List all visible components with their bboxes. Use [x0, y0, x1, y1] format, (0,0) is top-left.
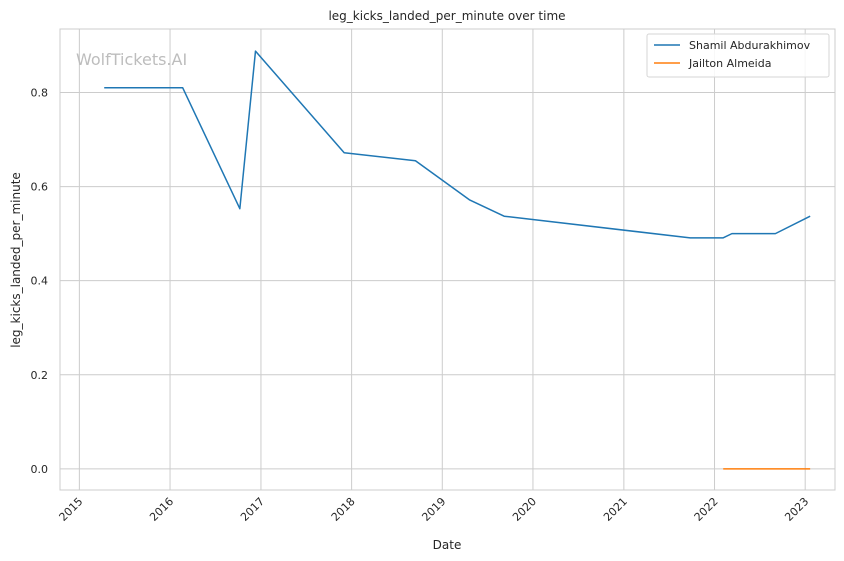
watermark-text: WolfTickets.AI	[76, 50, 187, 69]
x-tick-labels: 2015 2016 2017 2018 2019 2020 2021 2022 2023	[57, 495, 812, 524]
y-tick-labels: 0.0 0.2 0.4 0.6 0.8	[31, 87, 49, 476]
legend-label-2: Jailton Almeida	[688, 57, 771, 70]
chart-title: leg_kicks_landed_per_minute over time	[328, 9, 565, 23]
x-tick-label: 2019	[419, 495, 448, 524]
x-tick-label: 2020	[510, 495, 539, 524]
x-tick-label: 2015	[57, 495, 86, 524]
plot-area	[59, 28, 836, 491]
series-lines	[104, 50, 811, 470]
y-tick-label: 0.0	[31, 463, 49, 476]
x-tick-label: 2016	[147, 495, 176, 524]
legend: Shamil Abdurakhimov Jailton Almeida	[646, 33, 830, 78]
series-line-1	[104, 50, 811, 239]
x-axis-title: Date	[433, 538, 462, 552]
y-axis-title: leg_kicks_landed_per_minute	[9, 172, 23, 348]
x-tick-label: 2023	[782, 495, 811, 524]
legend-box	[646, 33, 830, 78]
y-gridlines	[60, 92, 835, 470]
y-tick-label: 0.4	[31, 275, 49, 288]
y-tick-label: 0.2	[31, 369, 49, 382]
y-tick-label: 0.8	[31, 87, 49, 100]
x-tick-label: 2018	[329, 495, 358, 524]
x-tick-label: 2017	[238, 495, 267, 524]
x-gridlines	[78, 29, 806, 490]
legend-label-1: Shamil Abdurakhimov	[689, 39, 811, 52]
x-tick-label: 2022	[692, 495, 721, 524]
y-tick-label: 0.6	[31, 181, 49, 194]
x-tick-label: 2021	[601, 495, 630, 524]
